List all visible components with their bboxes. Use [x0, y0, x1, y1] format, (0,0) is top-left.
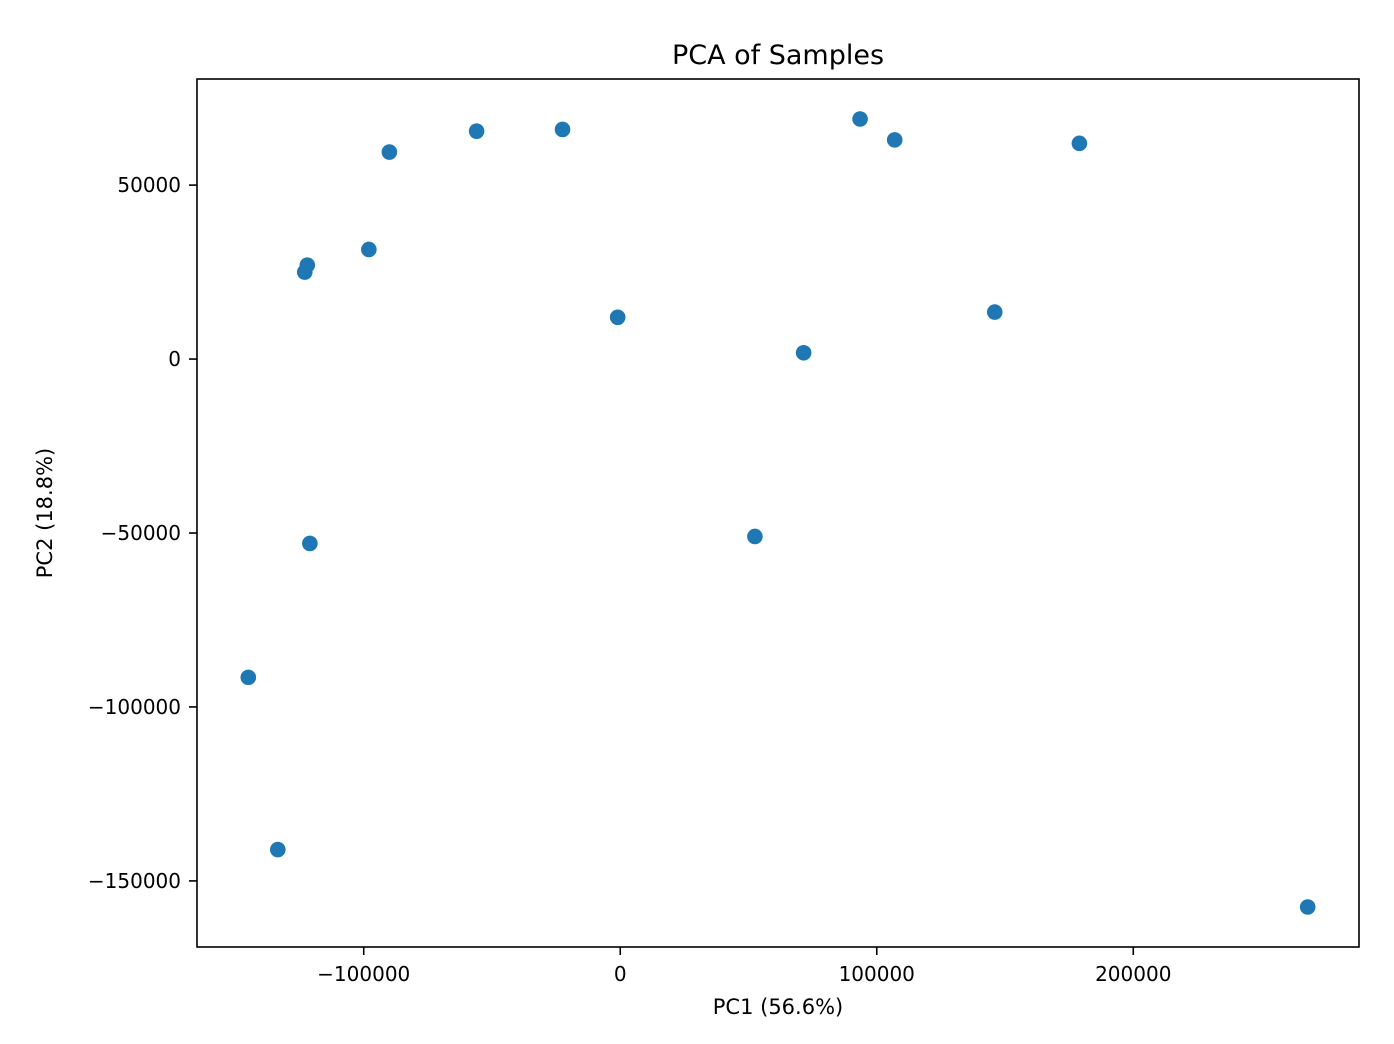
scatter-point: [609, 309, 626, 326]
y-tick-label: −150000: [88, 869, 181, 893]
y-axis-ticks: −150000 −100000 −50000 0 50000: [88, 173, 197, 893]
scatter-point: [1071, 135, 1088, 152]
x-axis-ticks: −100000 0 100000 200000: [317, 947, 1171, 986]
scatter-point: [747, 528, 763, 545]
scatter-point: [852, 111, 868, 127]
plot-area-frame: [196, 78, 1360, 948]
scatter-point: [795, 344, 812, 361]
scatter-point: [886, 132, 903, 148]
scatter-point: [361, 241, 377, 258]
scatter-point: [381, 144, 398, 160]
x-tick-label: 0: [614, 962, 627, 986]
scatter-point: [468, 123, 485, 139]
scatter-point: [554, 121, 571, 138]
y-axis-label: PC2 (18.8%): [33, 448, 57, 578]
scatter-point: [270, 841, 286, 858]
y-tick-label: 0: [168, 347, 181, 371]
x-tick-label: 200000: [1095, 962, 1171, 986]
scatter-point: [1299, 899, 1316, 915]
y-tick-label: −50000: [101, 521, 181, 545]
y-tick-label: −100000: [88, 695, 181, 719]
scatter-point: [299, 257, 316, 273]
scatter-point: [240, 669, 257, 686]
points-layer: [240, 111, 1316, 915]
y-tick-label: 50000: [117, 173, 181, 197]
scatter-point: [986, 304, 1003, 320]
x-tick-label: −100000: [317, 962, 410, 986]
x-axis-label: PC1 (56.6%): [713, 995, 843, 1019]
chart-title: PCA of Samples: [672, 40, 884, 71]
scatter-point: [302, 535, 318, 552]
x-tick-label: 100000: [839, 962, 915, 986]
